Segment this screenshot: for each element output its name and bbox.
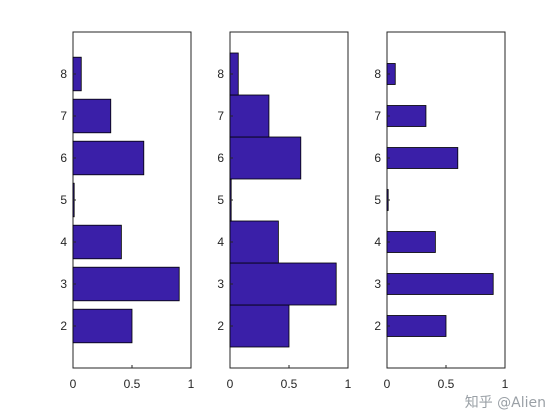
y-tick-label: 2 <box>217 319 224 333</box>
y-tick-label: 5 <box>60 193 67 207</box>
bar-2 <box>72 308 133 344</box>
y-tick-label: 2 <box>60 319 67 333</box>
x-tick-label: 1 <box>345 377 352 391</box>
y-tick-label: 4 <box>60 235 67 249</box>
y-tick-label: 4 <box>374 235 381 249</box>
x-tick-label: 0.5 <box>281 377 298 391</box>
bar-2 <box>386 315 447 337</box>
bar-4 <box>229 220 279 264</box>
y-tick-label: 6 <box>217 151 224 165</box>
y-tick-label: 2 <box>374 319 381 333</box>
y-tick-label: 4 <box>217 235 224 249</box>
axes-box <box>386 31 506 369</box>
bar-6 <box>72 140 145 176</box>
y-tick-label: 8 <box>60 67 67 81</box>
y-tick-label: 3 <box>217 277 224 291</box>
y-tick-label: 7 <box>374 109 381 123</box>
chart-panel-3: 2 3 4 5 6 7 8 0 0.5 1 <box>374 31 509 391</box>
bar-7 <box>386 105 427 127</box>
y-tick-label: 3 <box>60 277 67 291</box>
y-tick-label: 8 <box>374 67 381 81</box>
bar-2 <box>229 304 290 348</box>
bar-6 <box>386 147 459 169</box>
chart-panel-1: 2 3 4 5 6 7 8 0 0.5 1 <box>60 31 195 391</box>
x-tick-label: 1 <box>502 377 509 391</box>
y-tick-label: 7 <box>217 109 224 123</box>
x-tick-label: 1 <box>188 377 195 391</box>
bar-4 <box>72 224 122 260</box>
x-tick-label: 0.5 <box>124 377 141 391</box>
y-tick-label: 8 <box>217 67 224 81</box>
bar-7 <box>229 94 270 138</box>
y-tick-label: 5 <box>217 193 224 207</box>
bar-7 <box>72 98 112 134</box>
x-tick-label: 0 <box>384 377 391 391</box>
x-tick-label: 0 <box>227 377 234 391</box>
bar-6 <box>229 136 302 180</box>
x-tick-label: 0.5 <box>438 377 455 391</box>
x-tick-label: 0 <box>70 377 77 391</box>
y-tick-label: 3 <box>374 277 381 291</box>
bar-3 <box>229 262 337 306</box>
chart-panel-2: 2 3 4 5 6 7 8 0 0.5 1 <box>217 31 352 391</box>
y-tick-label: 6 <box>60 151 67 165</box>
y-tick-label: 6 <box>374 151 381 165</box>
y-tick-label: 7 <box>60 109 67 123</box>
bar-3 <box>72 266 180 302</box>
watermark-text: 知乎 @Alien <box>464 395 546 411</box>
bar-4 <box>386 231 436 253</box>
y-tick-label: 5 <box>374 193 381 207</box>
bar-3 <box>386 273 494 295</box>
